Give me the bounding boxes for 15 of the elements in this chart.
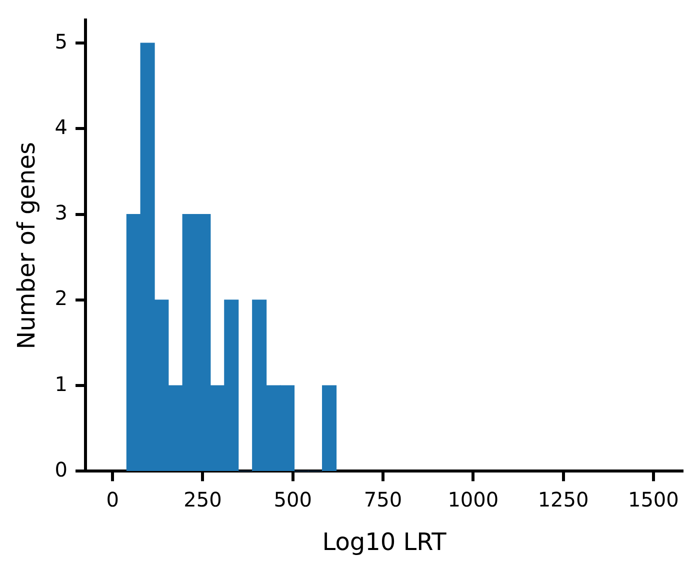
y-tick-label: 1 [54,372,68,396]
x-tick-label: 750 [364,487,402,512]
x-tick-label: 1000 [448,487,499,512]
y-tick-label: 0 [54,457,68,482]
x-tick-label: 1500 [628,487,679,512]
x-tick-label: 250 [184,487,222,512]
x-tick-label: 0 [106,487,119,512]
y-tick-label: 4 [54,114,68,139]
x-axis-title: Log10 LRT [322,528,447,556]
y-tick-label: 3 [54,200,68,225]
x-tick-label: 1250 [538,487,589,512]
y-tick-label: 5 [54,29,68,54]
x-tick-label: 500 [274,487,312,512]
y-axis-title: Number of genes [12,142,41,350]
y-tick-label: 2 [54,286,68,310]
